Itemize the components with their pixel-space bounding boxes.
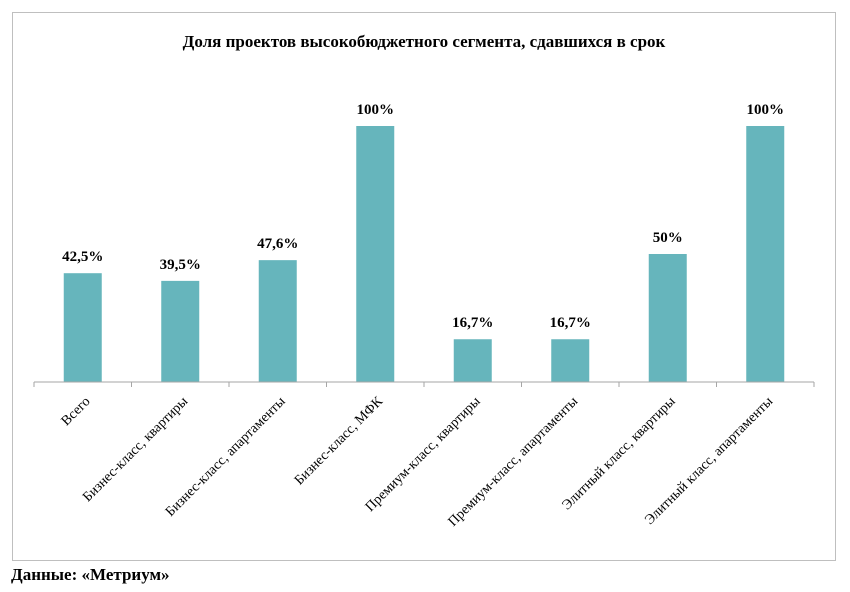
x-tick-label: Бизнес-класс, МФК (292, 394, 387, 489)
data-labels-group: 42,5% 39,5% 47,6% 100% 16,7% 16,7% 50% 100% (62, 102, 784, 331)
bar (63, 273, 102, 382)
bars-group (63, 126, 785, 382)
chart-frame (12, 12, 836, 561)
bar (356, 126, 395, 382)
bar (551, 339, 590, 382)
x-tick-label: Бизнес-класс, квартиры (80, 394, 191, 505)
x-tick-label: Элитный класс, квартиры (560, 394, 679, 513)
source-note: Данные: «Метриум» (11, 565, 170, 584)
bar (161, 280, 200, 382)
data-label: 42,5% (62, 249, 103, 265)
x-tick-label: Всего (59, 394, 94, 429)
chart-title: Доля проектов высокобюджетного сегмента,… (183, 32, 666, 51)
bar (258, 260, 297, 382)
bar (453, 339, 492, 382)
data-label: 16,7% (550, 315, 591, 331)
data-label: 47,6% (257, 236, 298, 252)
data-label: 16,7% (452, 315, 493, 331)
data-label: 100% (747, 102, 785, 118)
x-tick-label: Премиум-класс, квартиры (363, 394, 484, 515)
data-label: 100% (357, 102, 395, 118)
data-label: 50% (653, 230, 683, 246)
bar (648, 254, 687, 382)
data-label: 39,5% (160, 257, 201, 273)
bar (746, 126, 785, 382)
x-tick-marks-group (33, 382, 815, 387)
